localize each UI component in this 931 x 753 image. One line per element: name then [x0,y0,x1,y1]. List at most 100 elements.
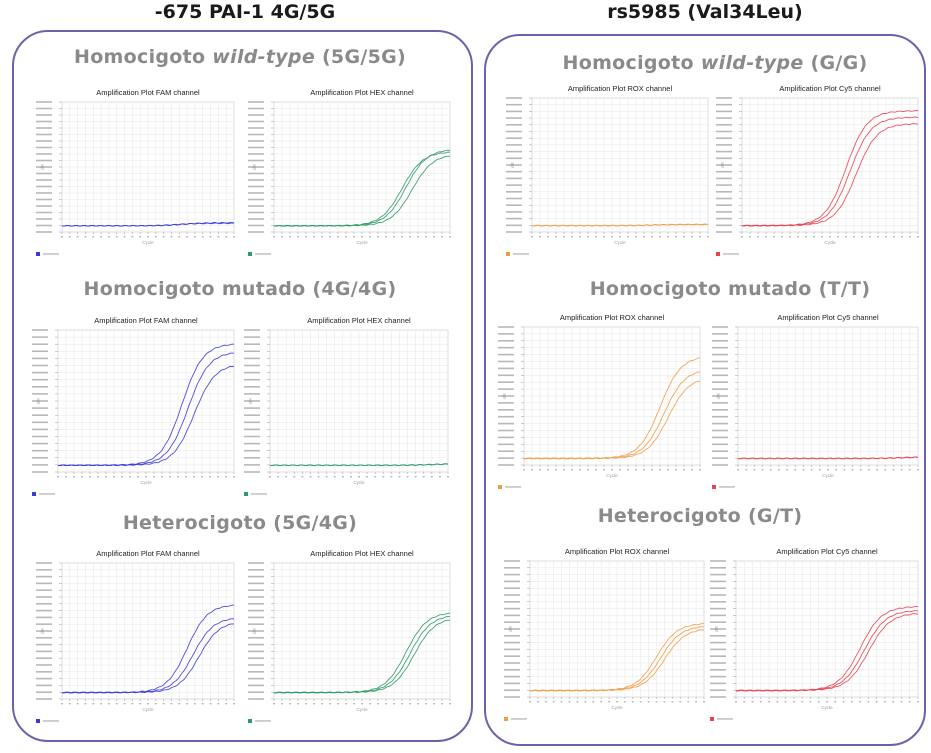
x-tick-label [97,476,99,478]
chart-title: Amplification Plot ROX channel [568,84,673,93]
y-tick-label [506,157,522,160]
y-tick-label [36,179,52,181]
x-tick-label [539,236,541,238]
amplification-curve [523,380,701,460]
x-tick-label [592,701,595,703]
y-tick-label [506,164,522,166]
section-title-em: wild-type [700,52,804,74]
x-tick-label [341,476,344,478]
y-tick-label [244,371,260,374]
y-tick-label [244,350,260,353]
x-tick-label [115,236,118,238]
x-tick-label [273,703,275,705]
y-tick-label [710,587,726,589]
y-tick-label [248,691,264,693]
y-axis-label: dR [252,627,257,634]
x-tick-label [107,236,110,238]
y-tick-label [710,648,726,651]
x-tick-label [68,703,71,705]
y-tick-label [716,124,732,126]
x-tick-label [753,469,756,471]
y-tick-label [506,204,522,206]
y-tick-label [710,682,726,685]
y-tick-label [248,146,264,149]
y-tick-label [36,153,52,155]
x-tick-label [867,701,870,703]
y-tick-label [244,414,260,416]
x-tick-label [908,469,911,471]
y-tick-label [32,428,48,431]
x-tick-label [390,476,393,478]
y-tick-label [716,184,732,186]
y-tick-label [36,623,52,625]
y-tick-label [248,664,264,666]
amplification-plot-svg: Amplification Plot Cy5 channel Cycle dR [716,84,919,256]
x-tick-label [281,236,283,238]
y-tick-label [710,614,726,617]
y-tick-label [506,130,522,133]
x-tick-label [893,236,895,238]
y-tick-label [712,333,728,335]
x-tick-label [584,701,587,703]
x-tick-label [745,469,748,471]
x-tick-label [802,469,805,471]
x-tick-label [595,469,597,471]
y-tick-label [244,364,260,367]
x-tick-label [687,701,690,703]
x-tick-label [65,476,67,478]
y-tick-label [712,402,728,404]
x-tick-label [441,703,443,705]
x-tick-label [917,469,919,471]
y-tick-label [506,150,522,153]
y-tick-label [36,211,52,214]
section-title-left-wt: Homocigoto wild-type (5G/5G) [74,46,406,68]
x-tick-label [643,236,645,238]
chart-left-mut-fam: Amplification Plot FAM channel Cycle dR [28,314,238,498]
y-tick-label [506,211,522,213]
right-panel [484,34,926,746]
x-tick-label [193,236,196,238]
x-tick-label [821,236,823,238]
x-tick-label [76,703,79,705]
x-tick-label [859,469,862,471]
y-tick-label [248,677,264,680]
x-tick-label [876,469,879,471]
x-tick-label [147,703,149,705]
x-tick-label [587,469,589,471]
x-tick-label [154,236,157,238]
x-tick-label [883,701,886,703]
y-tick-label [248,159,264,162]
x-tick-label [185,476,187,478]
y-tick-label [712,388,728,390]
x-tick-label [89,476,91,478]
x-tick-label [92,703,95,705]
x-tick-label [161,476,163,478]
y-tick-label [244,343,260,345]
x-tick-label [555,469,557,471]
x-tick-label [659,236,661,238]
chart-right-het-rox: Amplification Plot ROX channel Cycle dR [500,545,708,723]
x-tick-label [695,701,698,703]
y-tick-label [498,360,514,363]
amplification-curve [741,123,918,227]
x-tick-label [667,236,669,238]
x-tick-label [600,701,603,703]
x-tick-label [217,703,220,705]
y-tick-label [36,205,52,207]
x-tick-label [61,236,63,238]
y-tick-label [710,607,726,610]
y-tick-label [248,185,264,188]
x-tick-label [84,703,87,705]
y-tick-label [504,669,520,671]
x-tick-label [361,236,363,238]
x-tick-label [623,701,626,703]
x-tick-label [619,236,621,238]
y-tick-label [504,648,520,651]
y-tick-label [712,395,728,397]
y-tick-label [248,650,264,653]
x-tick-label [353,236,355,238]
y-tick-label [506,184,522,186]
legend-text [39,493,55,495]
y-tick-label [506,97,522,99]
y-tick-label [712,422,728,425]
